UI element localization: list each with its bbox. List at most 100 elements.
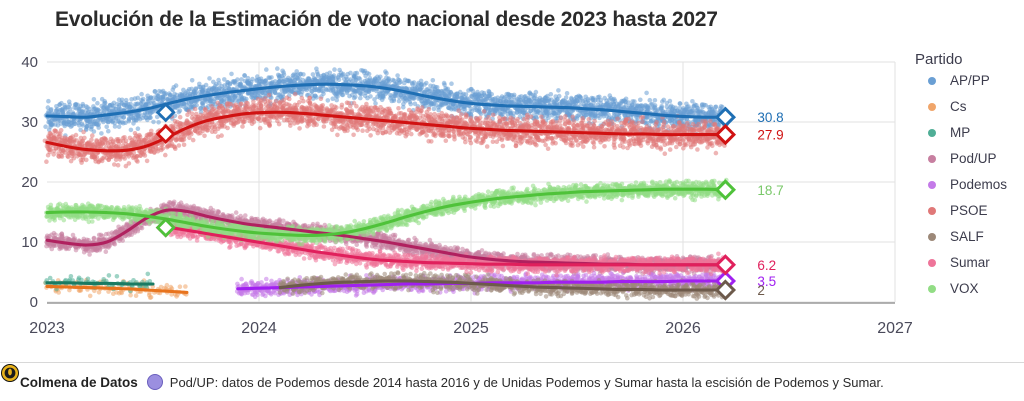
scatter-point [654,108,660,113]
scatter-point [258,81,264,87]
scatter-point [112,241,118,247]
scatter-point [373,101,378,106]
scatter-point [121,115,126,120]
scatter-point [264,67,269,72]
scatter-point [325,98,331,103]
scatter-point [713,104,718,110]
scatter-point [109,116,114,121]
scatter-point [249,79,254,85]
scatter-point [554,97,560,102]
scatter-point [489,92,495,97]
scatter-point [383,69,388,74]
scatter-point [222,77,227,82]
scatter-point [61,117,67,123]
scatter-point [233,79,238,84]
scatter-point [563,95,569,100]
scatter-point [87,293,93,299]
scatter-point [546,98,552,103]
scatter-point [139,91,144,97]
scatter-point [168,284,174,290]
scatter-point [395,73,400,78]
scatter-point [511,92,517,98]
scatter-point [212,83,218,89]
scatter-point [132,96,138,101]
scatter-point [297,75,302,81]
scatter-point [154,114,160,120]
scatter-point [112,124,118,129]
scatter-point [116,124,122,130]
scatter-point [353,77,359,83]
scatter-point [99,131,104,136]
scatter-point [51,230,57,236]
scatter-point [712,108,718,114]
scatter-point [177,284,183,290]
x-axis-tick-label: 2023 [29,320,65,337]
scatter-point [119,290,125,296]
scatter-point [183,284,188,289]
scatter-point [139,97,144,103]
scatter-point [229,71,234,77]
scatter-point [701,102,707,108]
scatter-point [189,99,195,104]
scatter-point [170,202,175,207]
scatter-point [194,102,199,108]
scatter-point [216,209,222,215]
scatter-point [352,89,358,94]
scatter-point [69,123,75,128]
scatter-point [660,109,666,114]
scatter-point [368,94,373,99]
scatter-point [84,124,89,129]
scatter-point [523,94,528,99]
scatter-point [48,121,53,126]
scatter-point [173,83,179,88]
scatter-point [293,77,298,82]
scatter-point [408,101,414,107]
scatter-point [391,98,397,103]
scatter-point [366,71,372,77]
scatter-point [87,119,93,124]
scatter-point [193,91,198,96]
scatter-point [358,95,363,101]
scatter-point [647,97,653,103]
scatter-point [91,97,97,102]
scatter-point [214,95,220,101]
scatter-point [104,124,109,130]
scatter-point [354,70,360,76]
scatter-point [128,127,134,133]
scatter-point [59,107,65,112]
scatter-point [677,101,683,106]
scatter-point [392,232,398,238]
scatter-point [156,120,161,125]
scatter-point [112,120,117,126]
scatter-point [477,106,482,112]
scatter-point [152,89,158,94]
scatter-point [80,123,86,128]
scatter-point [107,243,113,248]
scatter-point [336,77,342,83]
scatter-point [106,273,112,278]
chart-title: Evolución de la Estimación de voto nacio… [55,8,718,31]
scatter-point [154,92,160,98]
scatter-point [592,113,598,118]
scatter-point [334,97,340,103]
scatter-point [91,236,97,241]
scatter-point [95,108,101,114]
scatter-point [429,102,434,107]
scatter-point [354,242,360,247]
scatter-point [88,124,94,129]
scatter-point [623,96,629,102]
scatter-point [135,126,141,131]
y-axis-tick-label: 10 [21,234,38,251]
scatter-point [239,96,244,102]
scatter-point [120,238,125,243]
scatter-point [502,99,507,105]
scatter-point [135,227,141,232]
scatter-point [99,103,104,109]
scatter-point [150,99,155,104]
scatter-point [148,115,153,120]
scatter-point [632,99,637,104]
scatter-point [148,295,154,300]
scatter-point [406,237,412,243]
scatter-point [372,97,377,102]
scatter-point [418,78,424,84]
